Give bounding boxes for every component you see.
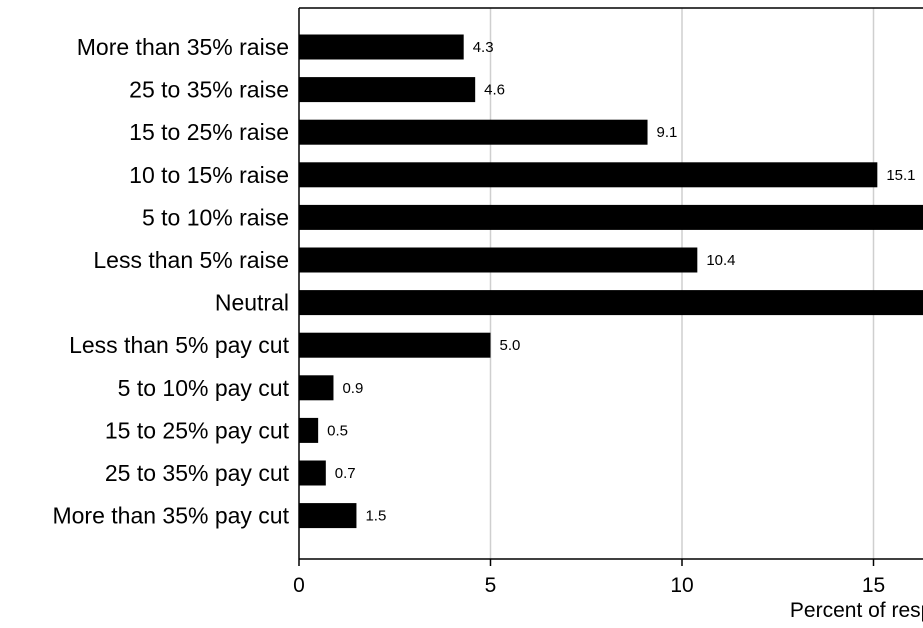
- x-tick-label: 10: [670, 574, 693, 597]
- bar-value-label: 0.5: [327, 422, 348, 439]
- bar-value-label: 4.6: [484, 82, 505, 99]
- category-label: More than 35% raise: [77, 34, 289, 60]
- bar-value-label: 10.4: [706, 252, 735, 269]
- bar: [299, 204, 923, 230]
- axes: [298, 7, 923, 566]
- bar: [299, 332, 491, 358]
- category-label: 15 to 25% pay cut: [105, 417, 290, 443]
- bar: [299, 247, 698, 273]
- category-label: 25 to 35% pay cut: [105, 460, 290, 486]
- category-label: 5 to 10% raise: [142, 204, 289, 230]
- x-axis-title: Percent of respondents: [790, 599, 923, 622]
- bar-value-label: 0.9: [342, 380, 363, 397]
- bar: [299, 375, 334, 401]
- category-label: 15 to 25% raise: [129, 119, 289, 145]
- category-label: 10 to 15% raise: [129, 162, 289, 188]
- bar-value-label: 1.5: [365, 508, 386, 525]
- bar-value-label: 9.1: [657, 124, 678, 141]
- category-label: Neutral: [215, 290, 289, 316]
- x-tick-label: 15: [862, 574, 885, 597]
- category-labels: More than 35% raise 25 to 35% raise 15 to …: [52, 34, 289, 529]
- bar: [299, 119, 648, 145]
- category-label: 25 to 35% raise: [129, 77, 289, 103]
- category-label: More than 35% pay cut: [52, 503, 289, 529]
- bar: [299, 503, 357, 529]
- bar: [299, 162, 878, 188]
- bar-value-label: 4.3: [473, 39, 494, 56]
- bar: [299, 290, 923, 316]
- category-label: Less than 5% raise: [93, 247, 289, 273]
- bar-value-label: 5.0: [500, 337, 521, 354]
- x-tick-labels: 051015202530: [293, 574, 885, 597]
- x-tick-label: 5: [485, 574, 497, 597]
- category-label: 5 to 10% pay cut: [118, 375, 290, 401]
- bar-value-label: 15.1: [886, 167, 915, 184]
- bar: [299, 77, 476, 103]
- bar-value-label: 0.7: [335, 465, 356, 482]
- x-tick-label: 0: [293, 574, 305, 597]
- bar: [299, 460, 326, 486]
- category-label: Less than 5% pay cut: [69, 332, 290, 358]
- bar: [299, 417, 319, 443]
- gridlines: [489, 8, 875, 559]
- bars: 4.34.69.115.119.610.428.25.00.90.50.71.5: [299, 34, 923, 529]
- bar: [299, 34, 464, 60]
